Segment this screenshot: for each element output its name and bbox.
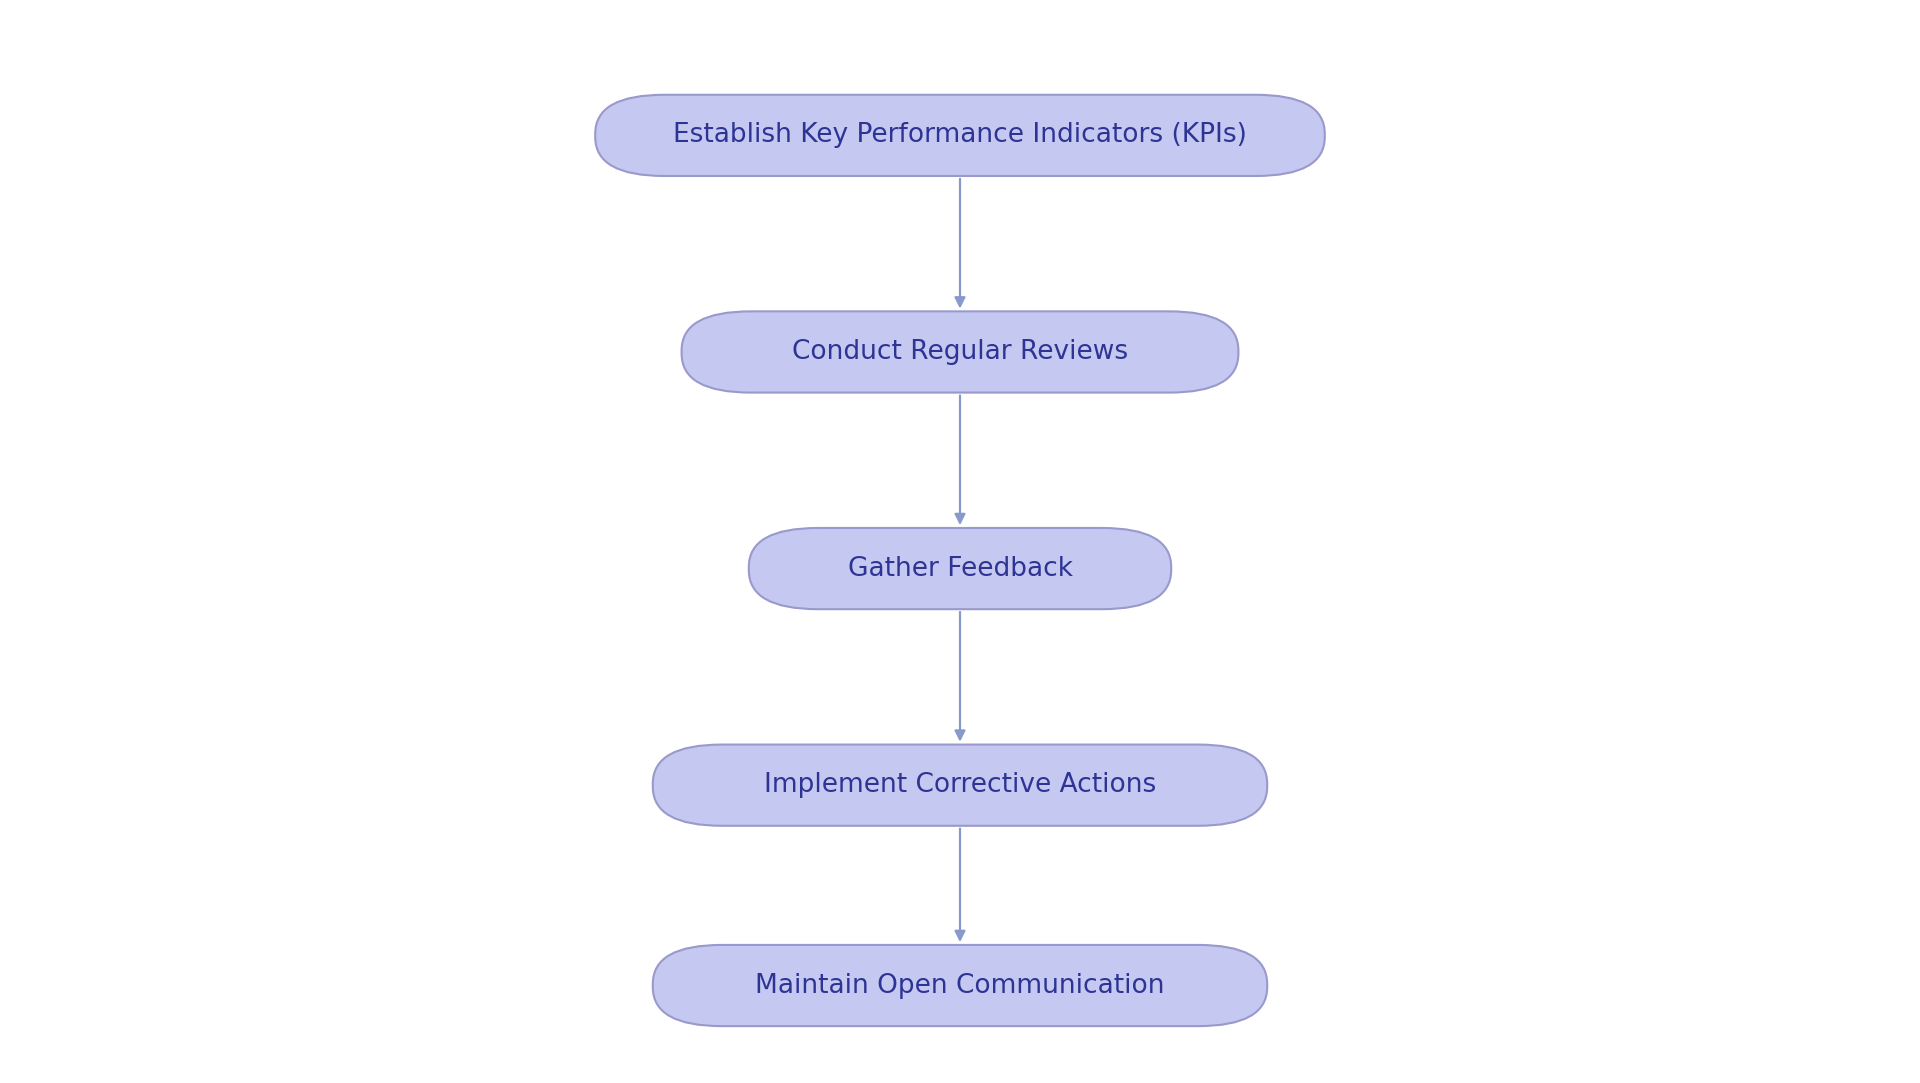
Text: Gather Feedback: Gather Feedback bbox=[847, 556, 1073, 582]
Text: Maintain Open Communication: Maintain Open Communication bbox=[755, 973, 1165, 999]
FancyBboxPatch shape bbox=[595, 95, 1325, 175]
FancyBboxPatch shape bbox=[653, 944, 1267, 1027]
FancyBboxPatch shape bbox=[653, 745, 1267, 825]
Text: Establish Key Performance Indicators (KPIs): Establish Key Performance Indicators (KP… bbox=[674, 122, 1246, 148]
FancyBboxPatch shape bbox=[749, 529, 1171, 609]
Text: Conduct Regular Reviews: Conduct Regular Reviews bbox=[791, 339, 1129, 365]
FancyBboxPatch shape bbox=[682, 312, 1238, 393]
Text: Implement Corrective Actions: Implement Corrective Actions bbox=[764, 772, 1156, 798]
